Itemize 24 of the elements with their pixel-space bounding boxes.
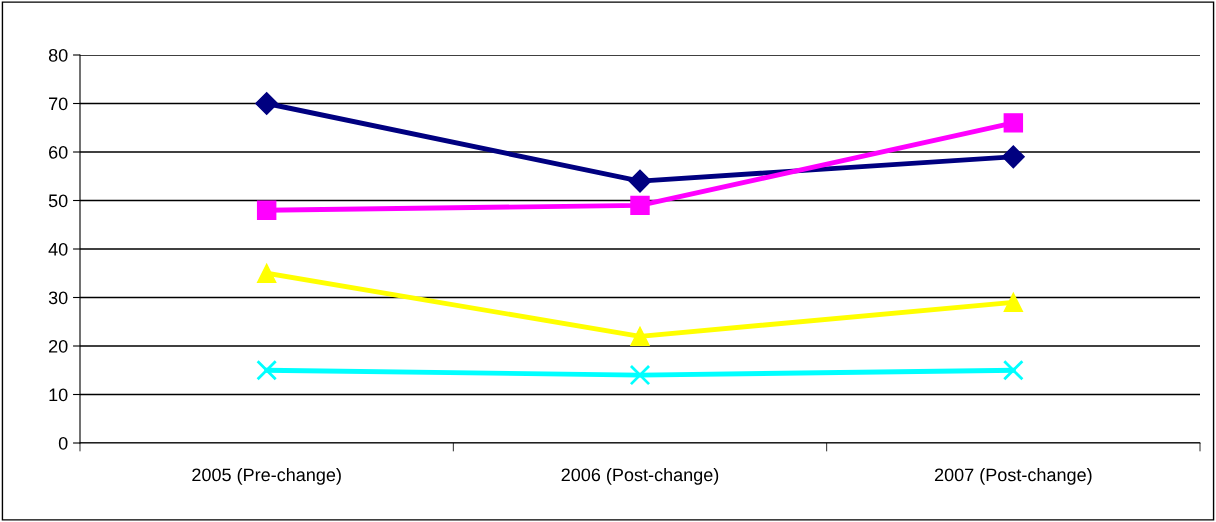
- x-tick-label: 2005 (Pre-change): [192, 468, 341, 485]
- y-tick-label: 10: [49, 388, 68, 402]
- y-tick-label: 20: [49, 339, 68, 353]
- y-tick-label: 30: [48, 291, 68, 305]
- point: [1003, 113, 1024, 133]
- point: [629, 364, 651, 386]
- point: [630, 326, 650, 347]
- point: [256, 359, 278, 381]
- point: [256, 200, 277, 220]
- x-tick-label: 2007 (Post-change): [934, 468, 1092, 485]
- point: [256, 263, 277, 283]
- y-tick-label: 40: [48, 242, 68, 256]
- y-tick-label: 50: [48, 194, 68, 208]
- point: [1002, 359, 1024, 381]
- point: [255, 92, 279, 115]
- y-tick-label: 60: [49, 145, 68, 159]
- y-tick-label: 0: [58, 436, 68, 450]
- point: [630, 195, 650, 216]
- y-tick-label: 80: [48, 48, 68, 62]
- x-tick-label: 2006 (Post-change): [561, 468, 719, 485]
- point: [628, 169, 652, 193]
- y-tick-label: 70: [49, 97, 68, 111]
- point: [1003, 292, 1024, 313]
- point: [1001, 145, 1025, 169]
